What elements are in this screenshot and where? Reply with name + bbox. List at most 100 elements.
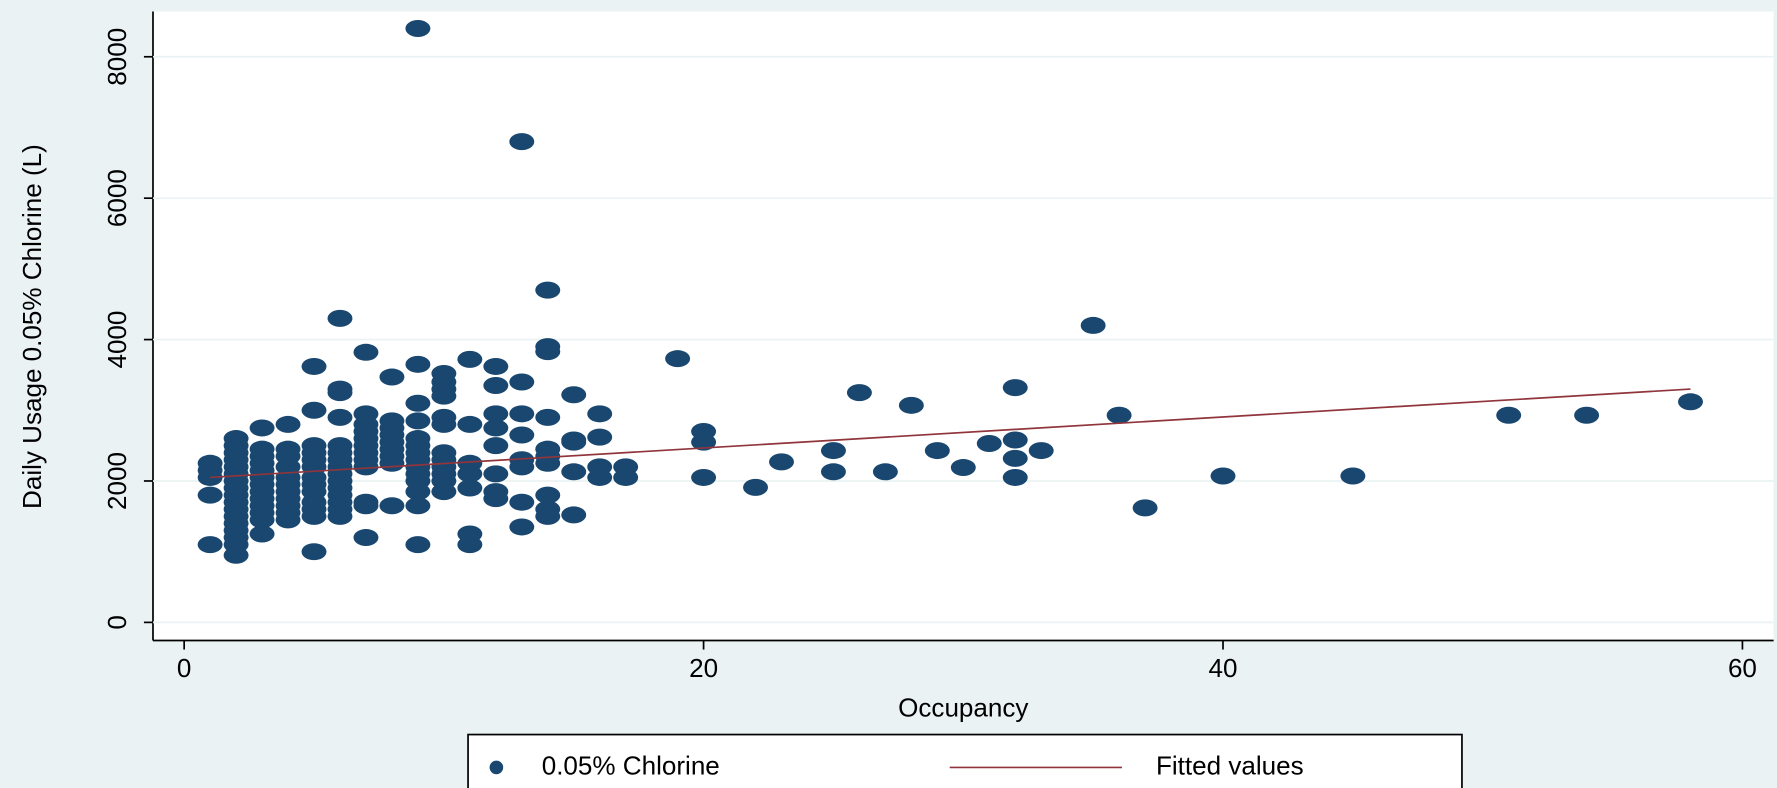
scatter-point	[223, 546, 249, 564]
scatter-point	[691, 433, 717, 451]
scatter-point	[509, 426, 535, 444]
scatter-point	[535, 408, 561, 426]
scatter-point	[509, 405, 535, 423]
scatter-point	[483, 357, 509, 375]
scatter-point	[509, 133, 535, 151]
scatter-point	[431, 483, 457, 501]
scatter-point	[509, 373, 535, 391]
scatter-point	[535, 343, 561, 361]
scatter-point	[509, 518, 535, 536]
scatter-point	[197, 486, 223, 504]
scatter-point	[535, 454, 561, 472]
scatter-point	[976, 435, 1002, 453]
scatter-point	[846, 384, 872, 402]
scatter-point	[483, 377, 509, 395]
scatter-point	[535, 507, 561, 525]
scatter-point	[379, 497, 405, 515]
x-tick-label: 40	[1209, 653, 1238, 683]
scatter-point	[872, 463, 898, 481]
scatter-point	[353, 343, 379, 361]
scatter-point	[249, 525, 275, 543]
scatter-point	[509, 458, 535, 476]
scatter-point	[431, 387, 457, 405]
scatter-point	[483, 465, 509, 483]
legend-label: Fitted values	[1156, 750, 1304, 780]
scatter-point	[301, 401, 327, 419]
scatter-point	[561, 506, 587, 524]
scatter-point	[1002, 468, 1028, 486]
scatter-point	[561, 433, 587, 451]
scatter-point	[405, 412, 431, 430]
scatter-point	[405, 355, 431, 373]
scatter-point	[509, 493, 535, 511]
scatter-point	[1002, 449, 1028, 467]
y-tick-label: 2000	[102, 452, 132, 510]
scatter-point	[535, 281, 561, 299]
scatter-point	[587, 468, 613, 486]
scatter-point	[613, 468, 639, 486]
scatter-point	[1678, 393, 1703, 411]
scatter-point	[457, 479, 483, 497]
legend-label: 0.05% Chlorine	[542, 750, 720, 780]
scatter-point	[535, 486, 561, 504]
legend-marker	[489, 760, 504, 775]
plot-area	[152, 11, 1774, 641]
scatter-point	[1496, 406, 1522, 424]
x-tick-label: 0	[177, 653, 192, 683]
scatter-point	[1574, 406, 1600, 424]
y-tick-label: 8000	[102, 28, 132, 86]
scatter-point	[665, 350, 691, 368]
scatter-point	[379, 454, 405, 472]
scatter-point	[327, 408, 353, 426]
scatter-point	[405, 497, 431, 515]
scatter-point	[249, 419, 275, 437]
scatter-point	[275, 511, 301, 529]
scatter-point	[924, 442, 950, 460]
scatter-point	[587, 405, 613, 423]
scatter-point	[483, 490, 509, 508]
scatter-point	[820, 463, 846, 481]
y-tick-label: 4000	[102, 311, 132, 369]
scatter-point	[1106, 406, 1132, 424]
scatter-point	[1002, 379, 1028, 397]
legend-box	[467, 733, 1463, 788]
scatter-point	[405, 19, 431, 37]
scatter-point	[561, 463, 587, 481]
y-axis-label: Daily Usage 0.05% Chlorine (L)	[17, 144, 47, 509]
scatter-point	[457, 536, 483, 554]
scatter-point	[301, 543, 327, 561]
scatter-point	[743, 478, 768, 496]
scatter-point	[457, 415, 483, 433]
scatter-point	[353, 497, 379, 515]
scatter-point	[405, 483, 431, 501]
scatter-point	[1028, 442, 1054, 460]
x-tick-label: 60	[1728, 653, 1757, 683]
scatter-point	[1132, 499, 1158, 517]
scatter-point	[1080, 316, 1106, 334]
fit-line	[210, 388, 1691, 479]
y-tick-label: 0	[102, 615, 132, 629]
scatter-point	[405, 536, 431, 554]
scatter-point	[301, 507, 327, 525]
scatter-point	[561, 386, 587, 404]
scatter-point	[405, 394, 431, 412]
scatter-point	[1340, 467, 1366, 485]
scatter-point	[327, 309, 353, 327]
scatter-point	[587, 428, 613, 446]
scatter-point	[483, 405, 509, 423]
scatter-point	[457, 465, 483, 483]
scatter-point	[1002, 431, 1028, 449]
scatter-point	[457, 350, 483, 368]
scatter-point	[379, 368, 405, 386]
scatter-point	[950, 459, 976, 477]
scatter-point	[431, 415, 457, 433]
scatter-point	[353, 529, 379, 547]
scatter-point	[301, 357, 327, 375]
x-tick-label: 20	[689, 653, 718, 683]
scatter-point	[820, 442, 846, 460]
scatter-point	[769, 453, 794, 471]
scatter-point	[327, 507, 353, 525]
scatter-point	[483, 437, 509, 455]
